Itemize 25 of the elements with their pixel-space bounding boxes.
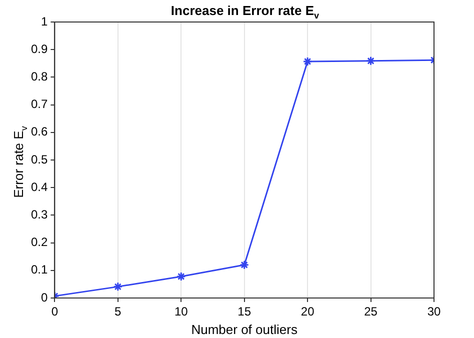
y-tick-label: 0.6 xyxy=(30,124,48,139)
point xyxy=(176,272,186,282)
point xyxy=(113,282,123,292)
point xyxy=(240,260,250,270)
chart-title: Increase in Error rate E$_{v}$ xyxy=(170,3,320,21)
y-tick-label: 0 xyxy=(40,290,48,304)
y-tick-label: 0.7 xyxy=(30,97,48,112)
y-tick-label: 0.8 xyxy=(30,70,48,84)
x-tick-label: 10 xyxy=(174,304,188,319)
y-tick-label: 1 xyxy=(40,14,48,28)
x-tick-label: 15 xyxy=(238,304,252,319)
point xyxy=(366,56,376,66)
x-axis-title: Number of outliers xyxy=(191,322,298,337)
y-tick-label: 0.3 xyxy=(30,208,48,222)
y-tick-label: 0.1 xyxy=(30,262,48,277)
x-tick-label: 25 xyxy=(364,304,378,319)
y-tick-label: 0.2 xyxy=(30,235,48,250)
x-tick-label: 20 xyxy=(300,304,315,319)
x-tick-label: 5 xyxy=(114,304,122,319)
y-tick-label: 0.4 xyxy=(30,180,48,194)
y-tick-label: 0.9 xyxy=(30,42,48,56)
point xyxy=(302,56,312,66)
y-tick-label: 0.5 xyxy=(30,152,48,166)
x-tick-label: 30 xyxy=(427,304,441,319)
x-tick-label: 0 xyxy=(51,304,58,319)
